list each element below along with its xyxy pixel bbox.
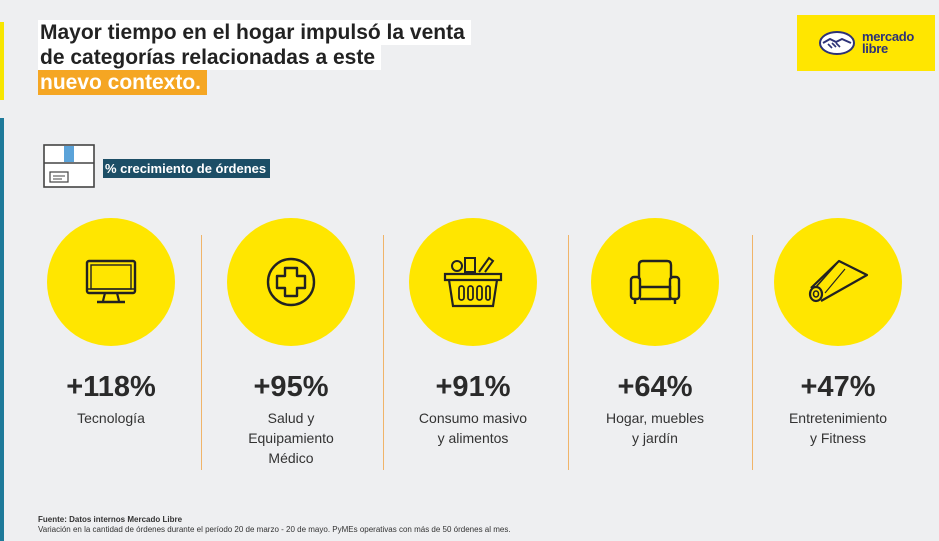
category-label: Consumo masivo y alimentos bbox=[418, 410, 528, 446]
category-tecnologia: +118% Tecnología bbox=[21, 218, 201, 428]
footer-source: Fuente: Datos internos Mercado Libre bbox=[38, 515, 183, 524]
left-accent-bar-blue bbox=[0, 118, 4, 541]
category-entretenimiento: +47% Entretenimiento y Fitness bbox=[748, 218, 928, 448]
category-label: Tecnología bbox=[77, 410, 145, 426]
category-circle bbox=[227, 218, 355, 346]
category-consumo: +91% Consumo masivo y alimentos bbox=[383, 218, 563, 448]
title-line-2: de categorías relacionadas a este bbox=[38, 45, 382, 70]
title-line-1: Mayor tiempo en el hogar impulsó la vent… bbox=[38, 20, 471, 45]
mercado-libre-logo: mercado libre bbox=[797, 15, 935, 71]
divider bbox=[201, 235, 202, 470]
grocery-basket-icon bbox=[443, 256, 503, 308]
divider bbox=[752, 235, 753, 470]
category-circle bbox=[47, 218, 175, 346]
category-hogar: +64% Hogar, muebles y jardín bbox=[565, 218, 745, 448]
footer: Fuente: Datos internos Mercado Libre Var… bbox=[38, 515, 511, 535]
armchair-icon bbox=[629, 259, 681, 304]
category-label: Salud y Equipamiento Médico bbox=[248, 410, 334, 466]
category-value: +91% bbox=[435, 371, 511, 403]
category-salud: +95% Salud y Equipamiento Médico bbox=[201, 218, 381, 468]
handshake-icon bbox=[818, 31, 855, 55]
logo-text-line1: mercado bbox=[861, 29, 915, 44]
page-title: Mayor tiempo en el hogar impulsó la vent… bbox=[38, 20, 471, 95]
package-box-icon bbox=[43, 144, 95, 188]
category-circle bbox=[409, 218, 537, 346]
category-value: +118% bbox=[66, 371, 156, 403]
category-circle bbox=[591, 218, 719, 346]
subtitle-badge: % crecimiento de órdenes bbox=[103, 159, 271, 178]
divider bbox=[383, 235, 384, 470]
left-accent-bar-yellow bbox=[0, 22, 4, 100]
computer-monitor-icon bbox=[85, 259, 137, 304]
title-line-3-highlight: nuevo contexto. bbox=[38, 70, 208, 95]
category-value: +64% bbox=[617, 371, 693, 403]
medical-cross-icon bbox=[266, 257, 316, 307]
footer-note: Variación en la cantidad de órdenes dura… bbox=[38, 525, 511, 534]
logo-text-line2: libre bbox=[861, 41, 888, 56]
category-value: +47% bbox=[800, 371, 876, 403]
category-label: Hogar, muebles y jardín bbox=[605, 410, 705, 446]
category-value: +95% bbox=[253, 371, 329, 403]
yoga-mat-icon bbox=[808, 259, 869, 303]
divider bbox=[568, 235, 569, 470]
category-label: Entretenimiento y Fitness bbox=[788, 410, 888, 446]
category-circle bbox=[774, 218, 902, 346]
